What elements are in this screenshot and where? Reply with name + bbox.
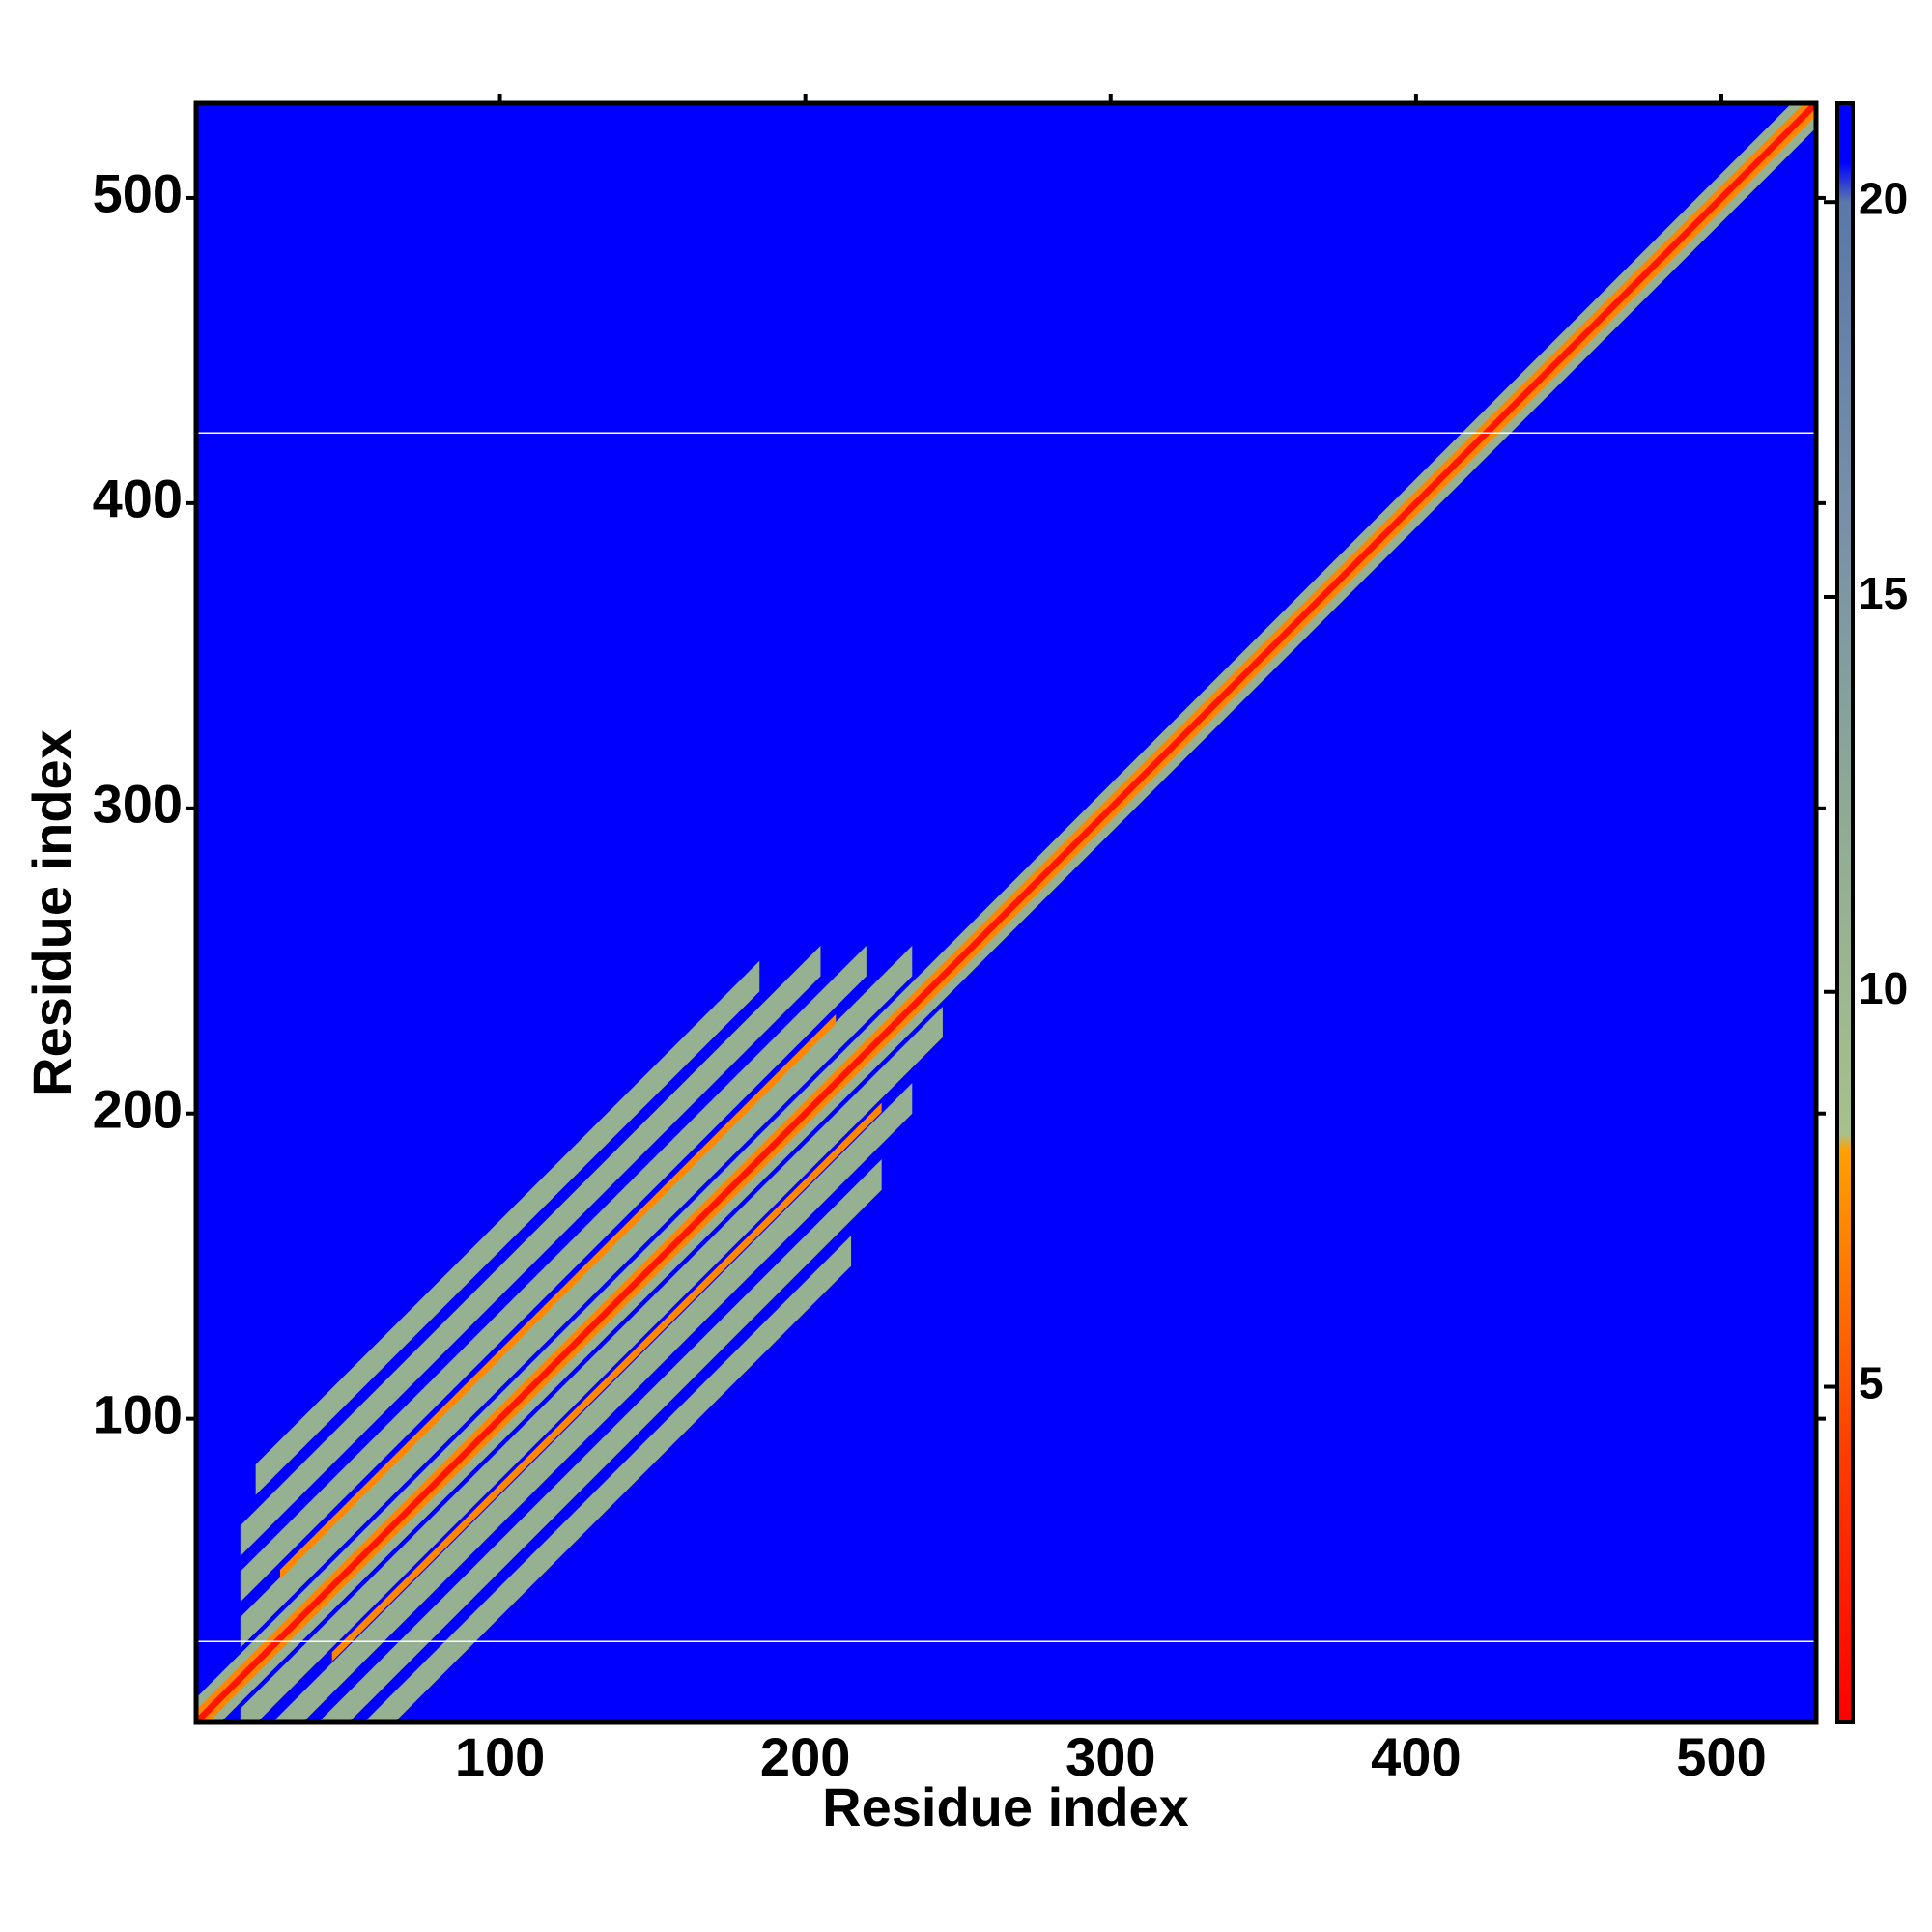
colorbar-tick-label: 10 [1859,963,1908,1013]
x-tick-label: 100 [455,1726,545,1787]
contact-band [255,960,760,1495]
y-tick-label: 300 [93,774,183,835]
contact-band [240,1007,943,1722]
contact-band [240,945,913,1648]
colorbar-tick-label: 20 [1859,173,1908,223]
plot-area [196,103,1816,1722]
colorbar [1835,101,1855,1724]
contact-band [240,945,867,1603]
contact-band [279,1014,837,1579]
colorbar-tick-label: 15 [1859,568,1908,618]
y-axis-title: Residue index [21,729,82,1096]
x-tick-label: 400 [1371,1726,1461,1787]
x-tick-label: 500 [1676,1726,1766,1787]
y-tick-label: 100 [93,1383,183,1444]
x-tick-label: 200 [760,1726,850,1787]
y-tick-label: 200 [93,1079,183,1140]
contact-band [197,103,1816,1722]
y-tick-label: 400 [93,469,183,529]
contact-band [363,1236,852,1722]
contact-band [272,1083,913,1722]
x-tick-label: 300 [1065,1726,1155,1787]
x-axis-title: Residue index [822,1776,1189,1837]
contact-band [318,1159,882,1722]
contact-band [331,1102,882,1662]
y-tick-label: 500 [93,163,183,224]
colorbar-tick-label: 5 [1859,1358,1884,1408]
contact-band [240,945,821,1556]
plot-frame [193,100,1819,1725]
